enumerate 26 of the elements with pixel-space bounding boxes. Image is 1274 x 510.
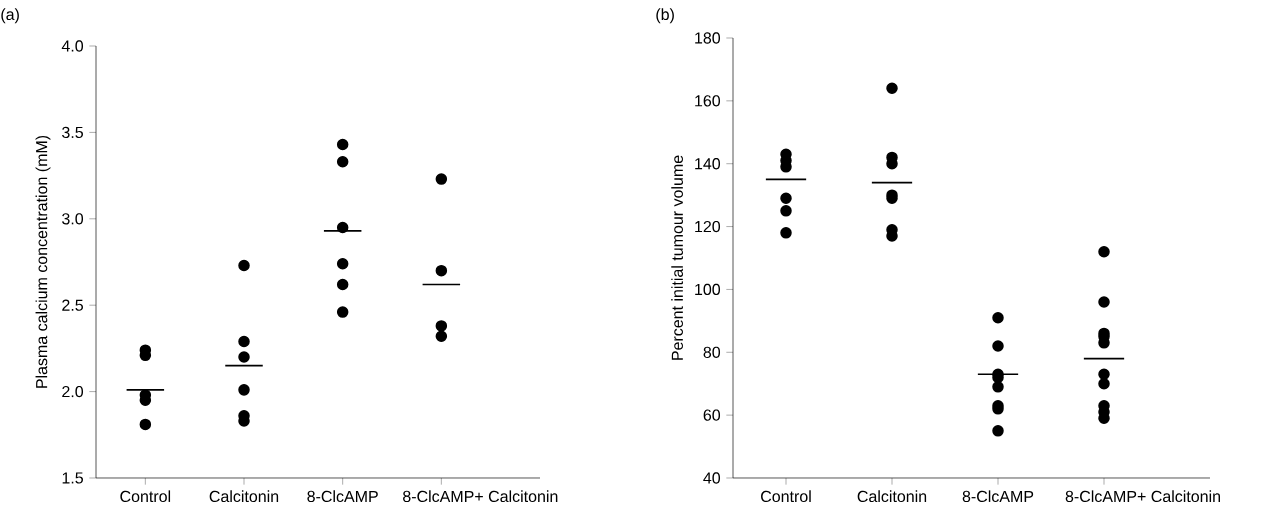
y-tick-label: 160 — [695, 95, 721, 107]
y-tick-label: 3.0 — [62, 213, 84, 225]
x-tick-label: 8-ClcAMP — [962, 490, 1034, 503]
y-tick-label: 60 — [703, 409, 721, 421]
y-tick-label: 4.0 — [61, 40, 84, 52]
y-axis-title: Percent initial tumour volume — [671, 155, 683, 360]
y-tick-label: 1.5 — [62, 472, 84, 484]
x-tick-label: Control — [120, 490, 171, 503]
y-tick-label: 2.0 — [62, 385, 84, 398]
x-tick-label: Control — [761, 490, 811, 503]
y-tick-label: 80 — [703, 346, 721, 358]
x-tick-label: Calcitonin — [857, 490, 927, 503]
y-tick-label: 180 — [695, 32, 721, 44]
x-tick-label: 8-ClcAMP+ Calcitonin — [403, 490, 558, 503]
chart-title: (b) — [656, 8, 674, 24]
x-tick-label: 8-ClcAMP+ Calcitonin — [1065, 490, 1220, 503]
y-axis-title: Plasma calcium concentration (mM) — [35, 135, 51, 388]
y-tick-label: 3.5 — [62, 126, 84, 139]
y-tick-label: 40 — [703, 472, 721, 484]
y-tick-label: 120 — [695, 220, 721, 233]
y-tick-label: 2.5 — [62, 299, 84, 311]
x-tick-label: 8-ClcAMP — [307, 490, 378, 503]
y-tick-label: 140 — [695, 158, 721, 170]
y-tick-label: 100 — [695, 283, 721, 296]
x-tick-label: Calcitonin — [209, 490, 279, 503]
chart-title: (a) — [1, 8, 19, 24]
